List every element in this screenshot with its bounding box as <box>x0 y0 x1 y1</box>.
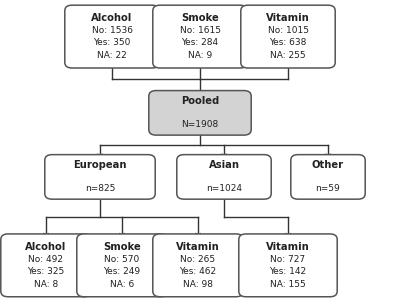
Text: n=825: n=825 <box>85 185 115 193</box>
Text: No: 492: No: 492 <box>28 255 64 264</box>
FancyBboxPatch shape <box>153 5 247 68</box>
Text: Alcohol: Alcohol <box>91 13 133 23</box>
Text: NA: 255: NA: 255 <box>270 51 306 60</box>
Text: Asian: Asian <box>208 160 240 170</box>
Text: European: European <box>73 160 127 170</box>
Text: NA: 8: NA: 8 <box>34 279 58 289</box>
FancyBboxPatch shape <box>149 91 251 135</box>
Text: n=1024: n=1024 <box>206 185 242 193</box>
FancyBboxPatch shape <box>77 234 167 297</box>
Text: No: 1536: No: 1536 <box>92 26 132 35</box>
FancyBboxPatch shape <box>239 234 337 297</box>
FancyBboxPatch shape <box>177 155 271 199</box>
FancyBboxPatch shape <box>1 234 91 297</box>
Text: Yes: 142: Yes: 142 <box>270 267 306 276</box>
Text: Yes: 350: Yes: 350 <box>93 38 131 47</box>
Text: NA: 6: NA: 6 <box>110 279 134 289</box>
Text: Smoke: Smoke <box>103 242 141 252</box>
Text: Pooled: Pooled <box>181 96 219 106</box>
Text: NA: 22: NA: 22 <box>97 51 127 60</box>
Text: No: 727: No: 727 <box>270 255 306 264</box>
Text: NA: 98: NA: 98 <box>183 279 213 289</box>
Text: No: 1615: No: 1615 <box>180 26 220 35</box>
Text: Smoke: Smoke <box>181 13 219 23</box>
Text: Vitamin: Vitamin <box>266 242 310 252</box>
Text: No: 570: No: 570 <box>104 255 140 264</box>
Text: No: 265: No: 265 <box>180 255 216 264</box>
Text: No: 1015: No: 1015 <box>268 26 308 35</box>
Text: Vitamin: Vitamin <box>266 13 310 23</box>
Text: Yes: 284: Yes: 284 <box>182 38 218 47</box>
Text: Yes: 249: Yes: 249 <box>104 267 140 276</box>
Text: Other: Other <box>312 160 344 170</box>
Text: Yes: 462: Yes: 462 <box>180 267 216 276</box>
Text: n=59: n=59 <box>316 185 340 193</box>
FancyBboxPatch shape <box>65 5 159 68</box>
Text: NA: 155: NA: 155 <box>270 279 306 289</box>
Text: NA: 9: NA: 9 <box>188 51 212 60</box>
FancyBboxPatch shape <box>153 234 243 297</box>
FancyBboxPatch shape <box>241 5 335 68</box>
Text: N=1908: N=1908 <box>181 120 219 129</box>
FancyBboxPatch shape <box>45 155 155 199</box>
Text: Vitamin: Vitamin <box>176 242 220 252</box>
Text: Yes: 325: Yes: 325 <box>27 267 65 276</box>
FancyBboxPatch shape <box>291 155 365 199</box>
Text: Alcohol: Alcohol <box>25 242 67 252</box>
Text: Yes: 638: Yes: 638 <box>269 38 307 47</box>
